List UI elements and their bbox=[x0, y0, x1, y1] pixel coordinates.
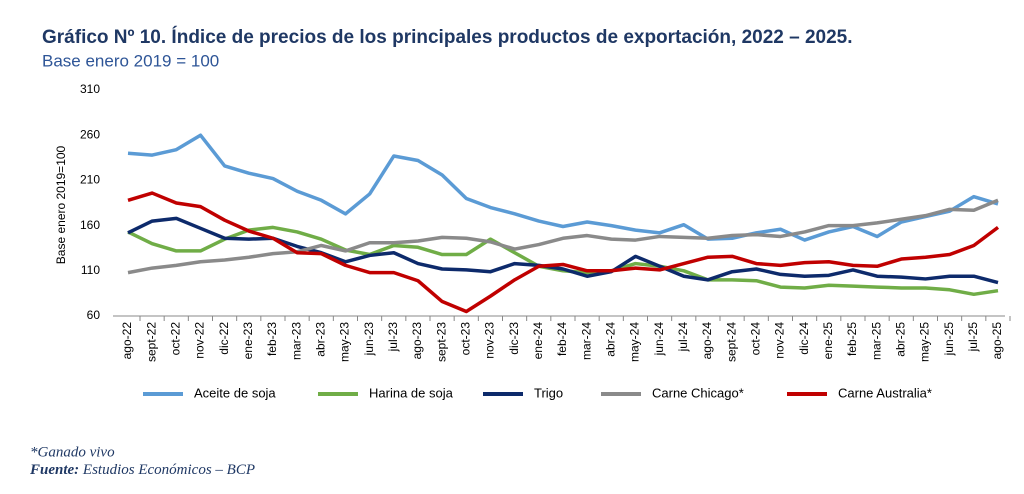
x-tick-label: jun-24 bbox=[652, 322, 666, 357]
legend-label: Carne Chicago* bbox=[652, 385, 744, 400]
x-tick-label: nov-22 bbox=[193, 322, 207, 359]
legend-label: Aceite de soja bbox=[194, 385, 276, 400]
y-axis-label: Base enero 2019=100 bbox=[54, 145, 68, 264]
x-tick-label: jul-24 bbox=[676, 322, 690, 353]
x-tick-label: may-23 bbox=[338, 322, 352, 362]
x-tick-label: nov-24 bbox=[773, 322, 787, 359]
legend-label: Harina de soja bbox=[369, 385, 454, 400]
x-tick-label: dic-24 bbox=[797, 322, 811, 355]
x-tick-label: nov-23 bbox=[483, 322, 497, 359]
x-tick-label: oct-24 bbox=[749, 322, 763, 356]
x-tick-label: ago-23 bbox=[410, 322, 424, 360]
x-tick-label: may-25 bbox=[918, 322, 932, 362]
x-tick-label: ene-23 bbox=[241, 322, 255, 360]
legend-label: Carne Australia* bbox=[838, 385, 932, 400]
y-tick-label: 160 bbox=[80, 218, 100, 232]
x-tick-label: ene-24 bbox=[531, 322, 545, 360]
x-tick-label: sept-23 bbox=[434, 322, 448, 362]
chart-subtitle: Base enero 2019 = 100 bbox=[42, 51, 219, 70]
x-tick-label: mar-24 bbox=[579, 322, 593, 360]
x-tick-label: abr-24 bbox=[604, 322, 618, 357]
x-tick-label: jul-25 bbox=[966, 322, 980, 353]
x-tick-label: sept-24 bbox=[724, 322, 738, 362]
x-tick-label: jul-23 bbox=[386, 322, 400, 353]
y-tick-label: 210 bbox=[80, 173, 100, 187]
x-tick-label: dic-23 bbox=[507, 322, 521, 355]
x-tick-label: may-24 bbox=[628, 322, 642, 362]
x-tick-label: ene-25 bbox=[821, 322, 835, 360]
source: Fuente: Estudios Económicos – BCP bbox=[29, 462, 255, 478]
x-tick-label: feb-24 bbox=[555, 322, 569, 356]
y-tick-label: 60 bbox=[87, 308, 101, 322]
x-tick-label: sept-22 bbox=[144, 322, 158, 362]
x-tick-label: ago-24 bbox=[700, 322, 714, 360]
x-tick-label: ago-22 bbox=[120, 322, 134, 360]
x-tick-label: dic-22 bbox=[217, 322, 231, 355]
y-tick-label: 110 bbox=[81, 263, 100, 277]
footnote: *Ganado vivo bbox=[30, 444, 115, 460]
source-label: Fuente: bbox=[29, 462, 79, 478]
line-series bbox=[127, 198, 999, 275]
x-tick-label: abr-23 bbox=[314, 322, 328, 357]
x-tick-label: oct-22 bbox=[169, 322, 183, 356]
x-tick-label: feb-25 bbox=[845, 322, 859, 356]
chart-title: Gráfico Nº 10. Índice de precios de los … bbox=[42, 26, 853, 48]
x-tick-label: jun-23 bbox=[362, 322, 376, 357]
x-tick-label: jun-25 bbox=[942, 322, 956, 357]
x-tick-label: feb-23 bbox=[265, 322, 279, 356]
x-tick-label: mar-25 bbox=[869, 322, 883, 360]
legend-label: Trigo bbox=[534, 385, 563, 400]
x-tick-label: mar-23 bbox=[289, 322, 303, 360]
y-tick-label: 260 bbox=[80, 127, 100, 141]
x-tick-label: ago-25 bbox=[990, 322, 1004, 360]
y-tick-label: 310 bbox=[80, 82, 100, 96]
x-tick-label: oct-23 bbox=[459, 322, 473, 356]
source-text: Estudios Económicos – BCP bbox=[82, 462, 255, 478]
x-tick-label: abr-25 bbox=[894, 322, 908, 357]
line-series bbox=[127, 191, 1000, 314]
